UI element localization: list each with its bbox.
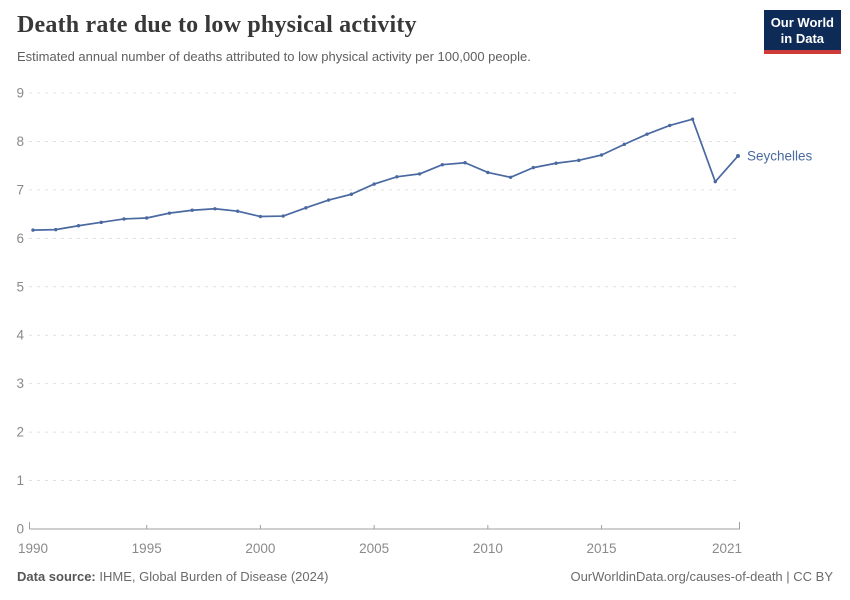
attribution: OurWorldinData.org/causes-of-death | CC …	[570, 569, 833, 584]
owid-logo-line1: Our World	[770, 15, 834, 30]
chart-subtitle: Estimated annual number of deaths attrib…	[17, 49, 531, 64]
data-point	[76, 224, 81, 228]
series-line-seychelles	[32, 118, 739, 231]
y-axis-tick-label: 8	[16, 134, 24, 149]
data-point	[258, 214, 263, 219]
data-point	[281, 214, 285, 218]
x-axis-tick-label: 1995	[132, 541, 162, 556]
data-source-label: Data source:	[17, 569, 96, 584]
x-axis-tick-label: 2021	[712, 541, 742, 556]
x-axis-tick-label: 2005	[359, 541, 389, 556]
data-point	[99, 220, 103, 225]
y-axis-tick-label: 7	[16, 182, 24, 197]
y-axis-tick-label: 4	[16, 328, 24, 343]
data-point	[417, 172, 422, 176]
y-axis-tick-label: 0	[16, 522, 24, 537]
data-point	[304, 206, 308, 210]
data-point	[235, 209, 240, 213]
x-axis-tick-label: 2015	[587, 541, 617, 556]
data-point	[145, 216, 149, 220]
data-point	[326, 198, 331, 202]
data-point	[463, 161, 467, 165]
y-axis-tick-label: 6	[16, 231, 24, 246]
page-title: Death rate due to low physical activity	[17, 12, 417, 38]
data-point	[599, 153, 604, 157]
y-axis-tick-label: 1	[16, 473, 24, 488]
data-point	[486, 170, 490, 175]
data-point	[190, 208, 194, 212]
y-axis-tick-label: 2	[16, 425, 24, 440]
data-point	[554, 161, 558, 165]
data-point	[440, 162, 445, 167]
data-point	[31, 228, 35, 232]
data-point	[736, 153, 740, 158]
data-point	[690, 117, 695, 121]
y-axis-tick-label: 9	[16, 86, 24, 101]
x-axis-tick-label: 1990	[18, 541, 48, 556]
data-source-text: IHME, Global Burden of Disease (2024)	[99, 569, 329, 584]
data-point	[167, 211, 172, 215]
data-source: Data source: IHME, Global Burden of Dise…	[17, 569, 328, 584]
owid-logo: Our World in Data	[763, 10, 841, 54]
series-end-label: Seychelles	[747, 148, 813, 163]
data-point	[531, 165, 536, 170]
data-point	[213, 207, 217, 211]
data-point	[372, 182, 376, 186]
x-axis-tick-label: 2000	[245, 541, 275, 556]
y-axis-tick-label: 3	[16, 376, 24, 391]
data-point	[395, 175, 399, 179]
data-point	[668, 123, 672, 128]
data-point	[622, 142, 626, 147]
owid-logo-line2: in Data	[780, 31, 825, 46]
x-axis-tick-label: 2010	[473, 541, 503, 556]
data-point	[508, 175, 513, 179]
data-point	[645, 132, 649, 136]
data-point	[349, 192, 354, 196]
data-point	[713, 179, 717, 184]
data-point	[577, 158, 581, 163]
data-point	[54, 227, 58, 232]
y-axis-tick-label: 5	[16, 279, 24, 294]
data-point	[122, 217, 126, 221]
